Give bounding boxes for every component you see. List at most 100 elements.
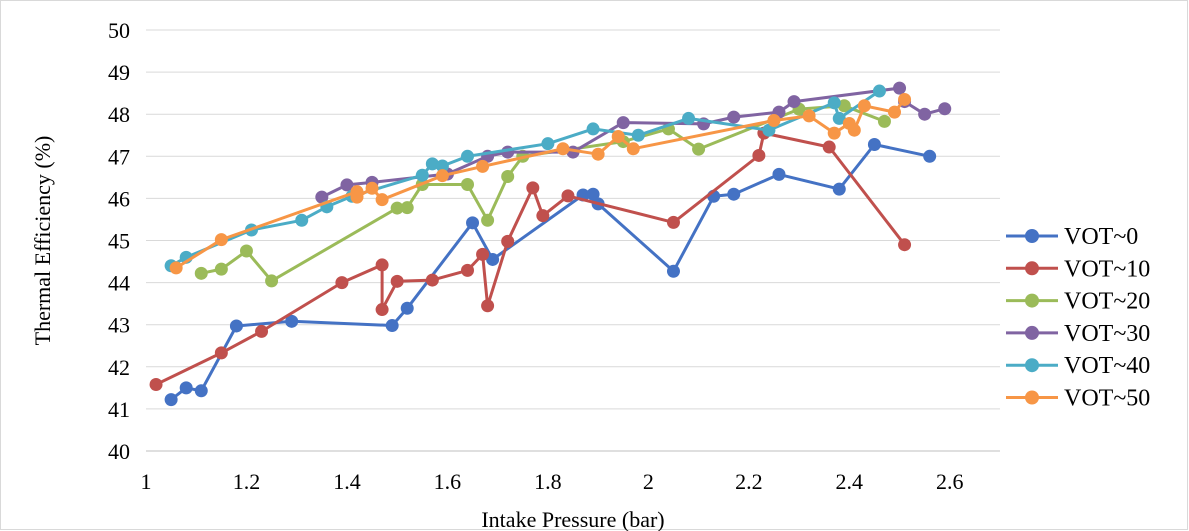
series-line — [170, 89, 881, 268]
legend-label: VOT~50 — [1064, 386, 1150, 412]
legend-label: VOT~30 — [1064, 321, 1150, 347]
legend-item: VOT~40 — [1006, 353, 1150, 379]
data-point — [375, 193, 389, 207]
data-point — [295, 213, 309, 227]
data-point — [938, 102, 952, 116]
data-point — [787, 95, 801, 109]
data-point — [561, 189, 575, 203]
data-point — [767, 114, 781, 128]
data-point — [194, 384, 208, 398]
data-point — [481, 299, 495, 313]
legend-marker — [1025, 261, 1039, 276]
data-point — [752, 148, 766, 162]
data-point — [340, 178, 354, 192]
data-point — [898, 238, 912, 252]
x-tick-label: 1.6 — [434, 469, 462, 494]
legend: VOT~0 VOT~10 VOT~20 VOT~30 VOT~40 VOT~50 — [1006, 224, 1150, 412]
series-vot-50 — [169, 92, 912, 275]
data-point — [898, 92, 912, 106]
data-point — [501, 170, 515, 184]
data-point — [762, 123, 776, 137]
y-tick-label: 46 — [108, 186, 130, 211]
data-point — [827, 126, 841, 140]
y-tick-label: 48 — [108, 102, 130, 127]
data-point — [481, 213, 495, 227]
legend-label: VOT~20 — [1064, 289, 1150, 315]
y-tick-label: 42 — [108, 355, 130, 380]
series-line — [200, 104, 886, 283]
y-tick-labels: 40 41 42 43 44 45 46 47 48 49 50 — [108, 18, 130, 464]
data-point — [214, 233, 228, 247]
data-point — [214, 262, 228, 276]
y-tick-label: 44 — [108, 271, 130, 296]
data-point — [179, 381, 193, 395]
data-point — [149, 377, 163, 391]
x-tick-label: 1.2 — [233, 469, 261, 494]
data-point — [466, 216, 480, 230]
data-point — [893, 81, 907, 95]
data-point — [616, 116, 630, 130]
data-point — [923, 149, 937, 163]
x-tick-labels: 1 1.2 1.4 1.6 1.8 2 2.2 2.4 2.6 — [141, 469, 964, 494]
data-point — [827, 96, 841, 110]
data-point — [772, 167, 786, 181]
data-point — [867, 138, 881, 152]
data-point — [501, 234, 515, 248]
data-point — [461, 149, 475, 163]
data-point — [335, 276, 349, 290]
y-tick-label: 43 — [108, 313, 130, 338]
data-point — [666, 264, 680, 278]
data-point — [586, 187, 600, 201]
x-tick-label: 1.4 — [333, 469, 361, 494]
x-tick-label: 2.4 — [836, 469, 864, 494]
data-point — [365, 181, 379, 195]
y-axis-title: Thermal Efficiency (%) — [30, 136, 55, 346]
data-point — [461, 263, 475, 277]
data-point — [847, 123, 861, 137]
legend-marker — [1025, 325, 1039, 340]
y-tick-label: 47 — [108, 144, 130, 169]
series-vot-20 — [194, 99, 891, 288]
data-point — [727, 110, 741, 124]
data-point — [375, 303, 389, 317]
legend-item: VOT~0 — [1006, 224, 1138, 250]
data-point — [390, 274, 404, 288]
data-point — [385, 319, 399, 333]
data-point — [692, 142, 706, 156]
legend-item: VOT~30 — [1006, 321, 1150, 347]
y-tick-label: 41 — [108, 397, 130, 422]
data-point — [486, 252, 500, 266]
data-point — [415, 168, 429, 182]
legend-item: VOT~50 — [1006, 386, 1150, 412]
data-point — [857, 99, 871, 113]
data-point — [541, 137, 555, 151]
data-point — [666, 215, 680, 229]
legend-label: VOT~40 — [1064, 353, 1150, 379]
data-point — [802, 109, 816, 123]
series-vot-10 — [149, 126, 912, 391]
legend-marker — [1025, 390, 1039, 405]
data-point — [285, 314, 299, 328]
data-point — [169, 261, 183, 275]
gridlines — [146, 29, 1000, 410]
series-vot-0 — [164, 138, 937, 407]
series-line — [175, 98, 906, 270]
legend-marker — [1025, 293, 1039, 308]
x-tick-label: 1.8 — [534, 469, 562, 494]
data-point — [626, 142, 640, 156]
data-point — [526, 181, 540, 195]
series-line — [155, 131, 906, 386]
x-axis-title: Intake Pressure (bar) — [481, 507, 664, 531]
data-point — [591, 147, 605, 161]
legend-item: VOT~10 — [1006, 256, 1150, 282]
data-point — [194, 266, 208, 280]
data-point — [265, 274, 279, 288]
data-point — [435, 169, 449, 183]
data-point — [214, 346, 228, 360]
data-point — [872, 84, 886, 98]
data-point — [400, 201, 414, 215]
data-point — [461, 178, 475, 192]
data-point — [435, 159, 449, 173]
data-point — [832, 111, 846, 125]
data-point — [390, 201, 404, 215]
